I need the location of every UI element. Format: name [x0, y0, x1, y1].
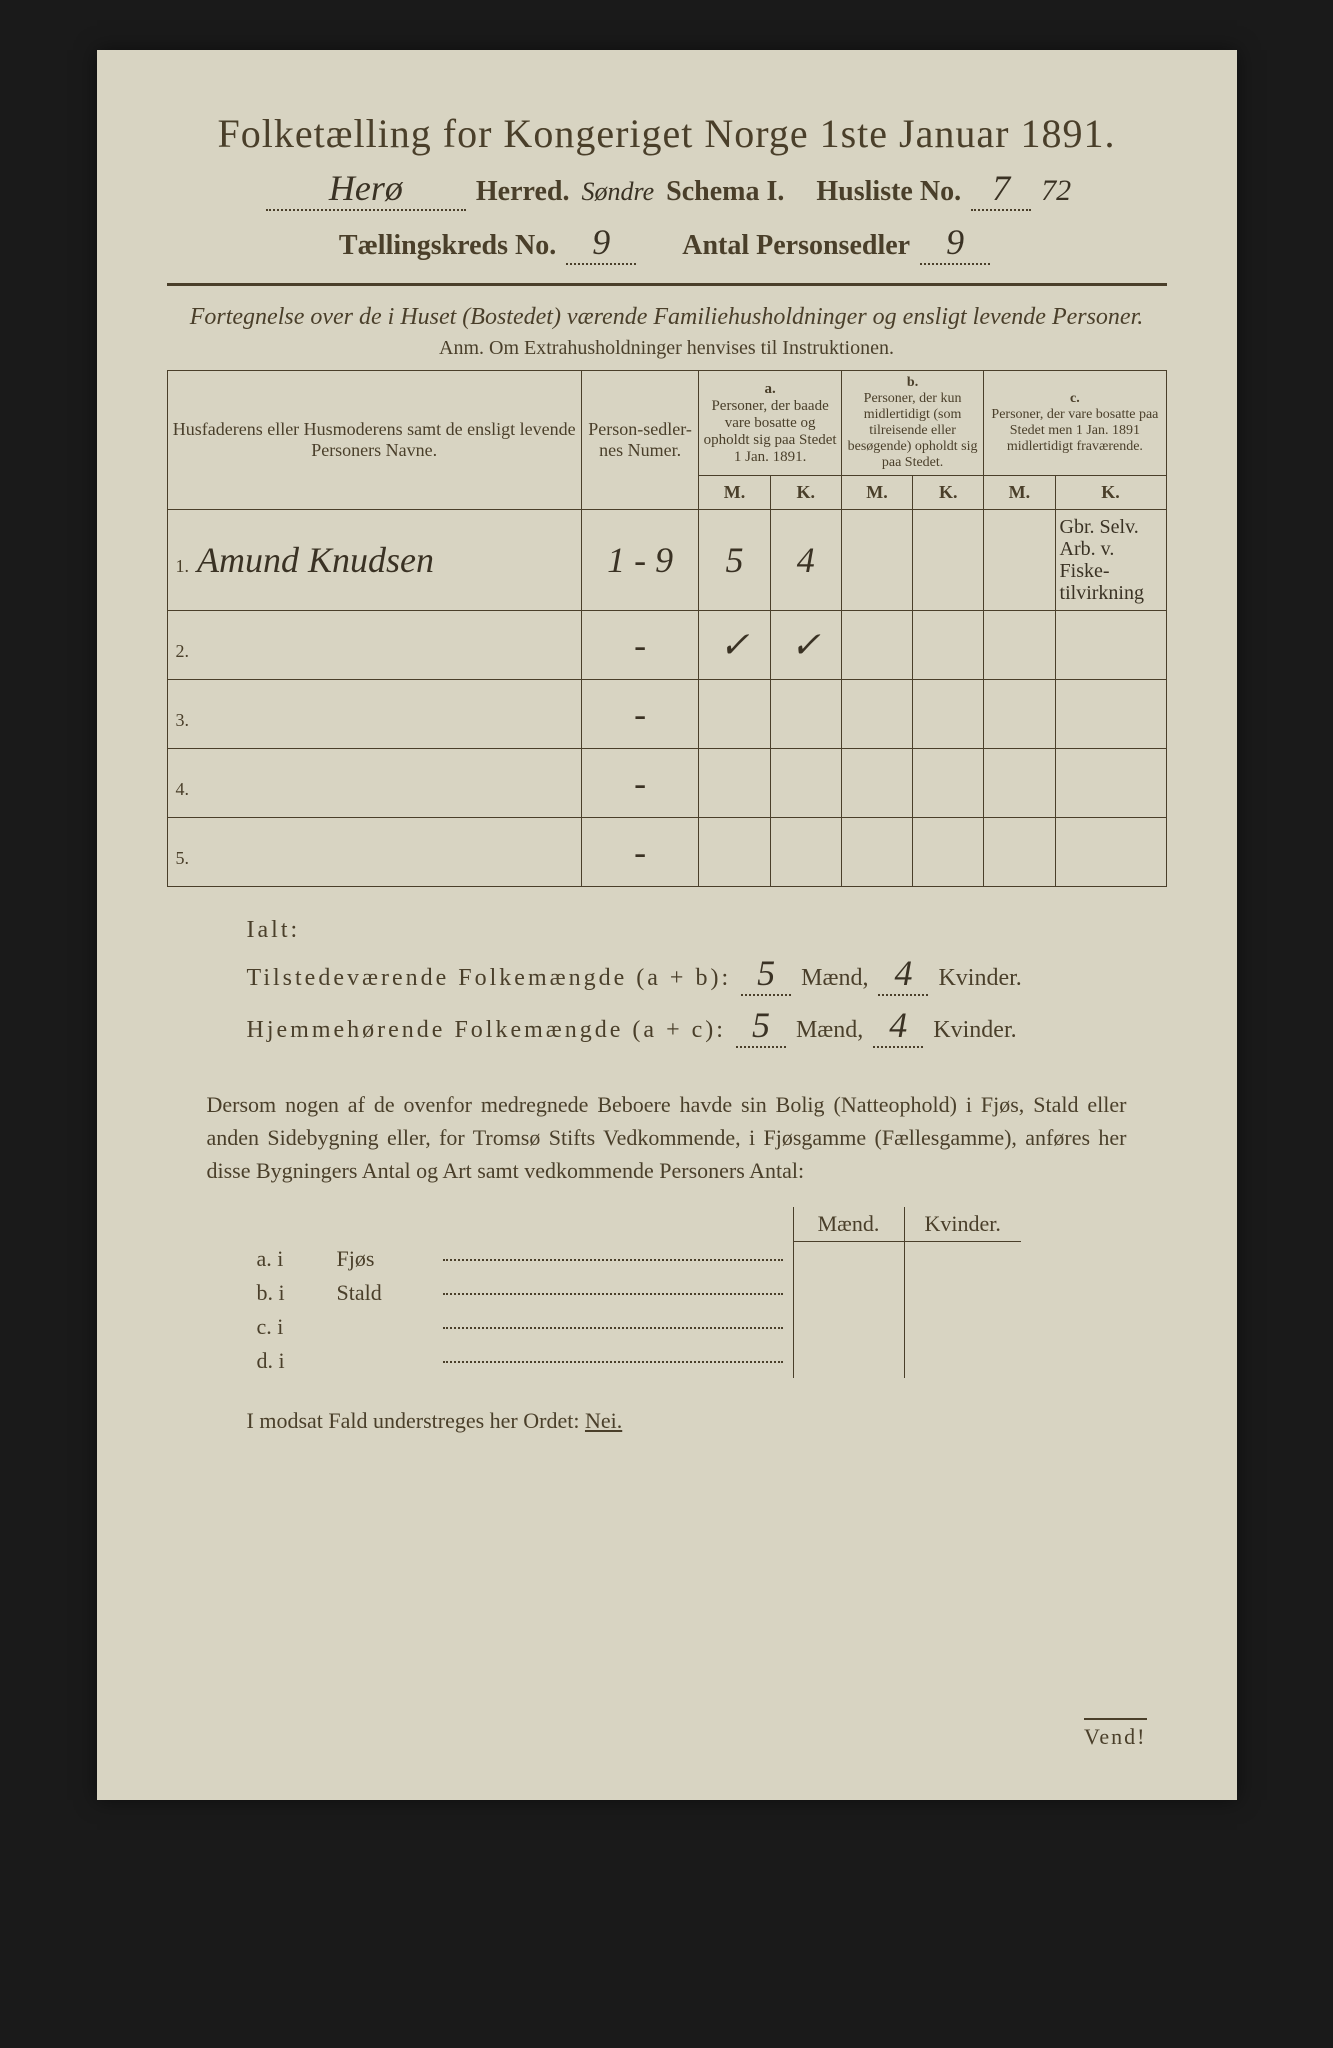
final-word: Nei.: [585, 1408, 622, 1433]
sub-kvinder: Kvinder.: [904, 1207, 1021, 1242]
census-form-page: Folketælling for Kongeriget Norge 1ste J…: [97, 50, 1237, 1800]
husliste-extra: 72: [1041, 174, 1071, 208]
th-num: Person-sedler-nes Numer.: [581, 371, 699, 510]
page-title: Folketælling for Kongeriget Norge 1ste J…: [167, 110, 1167, 157]
kreds-label: Tællingskreds No.: [339, 230, 556, 262]
sub-maend: Mænd.: [793, 1207, 904, 1242]
sub-row: d. i: [247, 1344, 1021, 1378]
mk-k-3: K.: [1055, 476, 1166, 510]
tot1-m: 5: [741, 952, 791, 996]
table-row: 2. - ✓ ✓: [167, 611, 1166, 680]
kvinder-2: Kvinder.: [933, 1017, 1016, 1043]
th-names: Husfaderens eller Husmoderens samt de en…: [167, 371, 581, 510]
table-row: 4. -: [167, 749, 1166, 818]
c-txt: Personer, der vare bosatte paa Stedet me…: [991, 407, 1158, 454]
tot2-k: 4: [873, 1004, 923, 1048]
tot1-label: Tilstedeværende Folkemængde (a + b):: [247, 965, 732, 991]
table-row: 3. -: [167, 680, 1166, 749]
census-table: Husfaderens eller Husmoderens samt de en…: [167, 370, 1167, 887]
table-row: 1.Amund Knudsen 1 - 9 5 4 Gbr. Selv. Arb…: [167, 510, 1166, 611]
vend-label: Vend!: [1084, 1718, 1147, 1750]
sub-row: a. i Fjøs: [247, 1242, 1021, 1276]
totals-line-2: Hjemmehørende Folkemængde (a + c): 5 Mæn…: [247, 1004, 1167, 1048]
sub-row: b. i Stald: [247, 1276, 1021, 1310]
a-lbl: a.: [764, 381, 775, 397]
herred-label: Herred.: [476, 176, 570, 208]
mk-m-1: M.: [699, 476, 770, 510]
header-line-2: Tællingskreds No. 9 Antal Personsedler 9: [167, 221, 1167, 265]
herred-note: Søndre: [581, 177, 654, 207]
divider: [167, 283, 1167, 286]
antal-label: Antal Personsedler: [682, 230, 910, 262]
header-line-1: Herø Herred. Søndre Schema I. Husliste N…: [167, 167, 1167, 211]
totals-block: Ialt: Tilstedeværende Folkemængde (a + b…: [247, 917, 1167, 1048]
final-line: I modsat Fald understreges her Ordet: Ne…: [247, 1408, 1167, 1434]
husliste-label: Husliste No.: [816, 176, 961, 208]
b-lbl: b.: [907, 375, 918, 390]
subtitle: Fortegnelse over de i Huset (Bostedet) v…: [167, 304, 1167, 331]
sub-row: c. i: [247, 1310, 1021, 1344]
a-txt: Personer, der baade vare bosatte og opho…: [704, 398, 837, 465]
tot2-label: Hjemmehørende Folkemængde (a + c):: [247, 1017, 726, 1043]
final-text: I modsat Fald understreges her Ordet:: [247, 1408, 585, 1433]
totals-line-1: Tilstedeværende Folkemængde (a + b): 5 M…: [247, 952, 1167, 996]
antal-value: 9: [920, 221, 990, 265]
maend-1: Mænd,: [801, 965, 868, 991]
husliste-value: 7: [971, 167, 1031, 211]
tot2-m: 5: [736, 1004, 786, 1048]
ialt-label: Ialt:: [247, 917, 1167, 944]
kreds-value: 9: [566, 221, 636, 265]
herred-value: Herø: [266, 167, 466, 211]
mk-k-2: K.: [913, 476, 984, 510]
table-row: 5. -: [167, 818, 1166, 887]
annotation-note: Anm. Om Extrahusholdninger henvises til …: [167, 337, 1167, 360]
paragraph: Dersom nogen af de ovenfor medregnede Be…: [207, 1088, 1127, 1187]
b-txt: Personer, der kun midlertidigt (som tilr…: [848, 391, 978, 470]
kvinder-1: Kvinder.: [938, 965, 1021, 991]
maend-2: Mænd,: [796, 1017, 863, 1043]
tot1-k: 4: [878, 952, 928, 996]
mk-m-3: M.: [984, 476, 1055, 510]
c-lbl: c.: [1070, 391, 1080, 406]
schema-label: Schema I.: [666, 176, 784, 208]
mk-k-1: K.: [770, 476, 841, 510]
mk-m-2: M.: [841, 476, 912, 510]
sub-table: Mænd. Kvinder. a. i Fjøs b. i Stald c. i…: [247, 1207, 1021, 1378]
